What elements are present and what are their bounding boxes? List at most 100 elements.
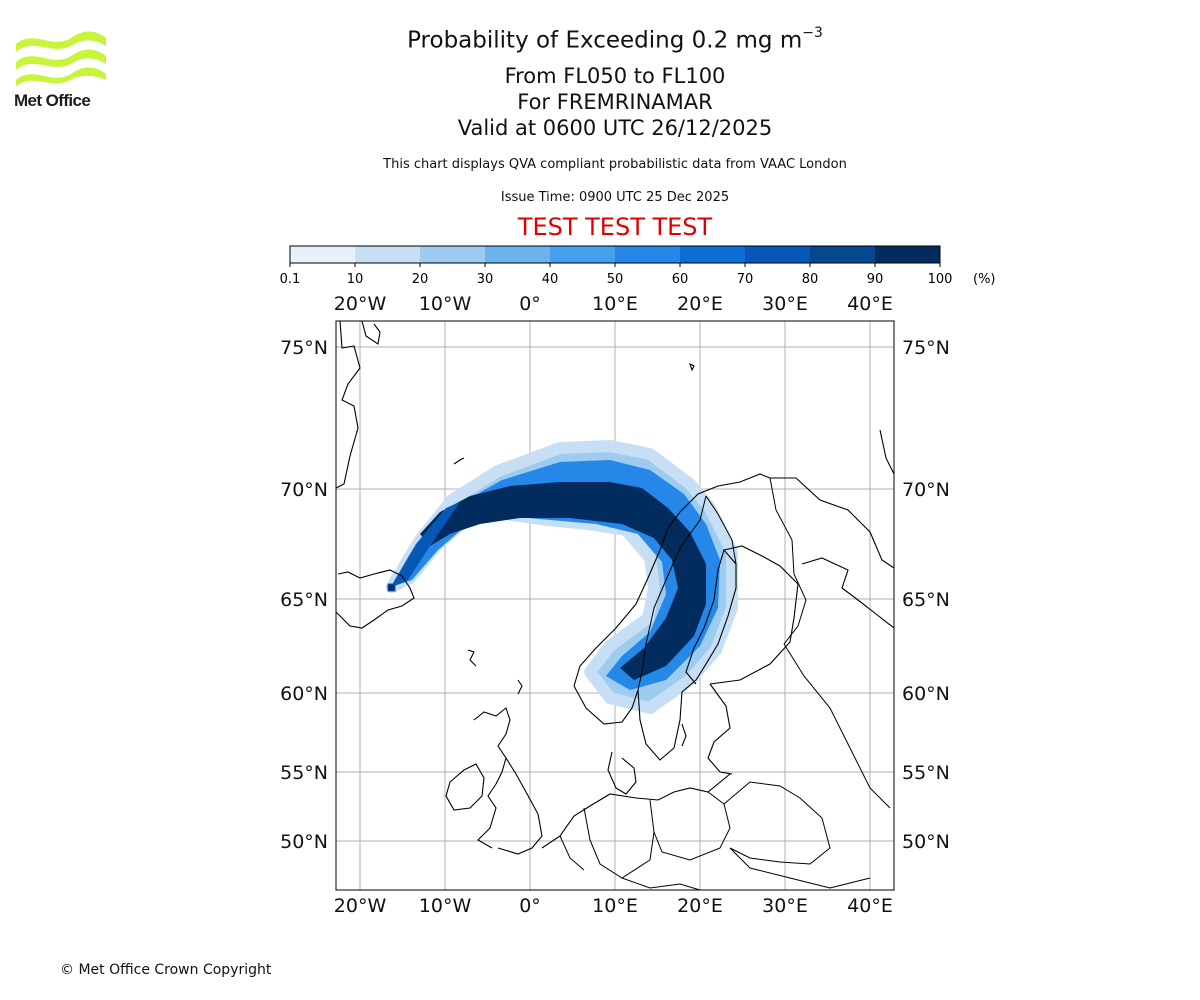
border-finland-russia — [769, 477, 807, 645]
coast-shetland — [517, 679, 523, 695]
coast-britain-west — [477, 783, 497, 849]
probability-map: 20°W 20°W 10°W 10°W 0° 0° 10°E 10°E 20°E 20°E 30°E… — [280, 293, 950, 917]
chart-title-exponent: −3 — [802, 25, 823, 41]
border-ukraine — [729, 847, 871, 889]
colorbar-tick-label: 30 — [477, 272, 494, 287]
lon-label-top: 40°E — [847, 293, 893, 315]
lon-label-bottom: 20°W — [334, 895, 387, 917]
colorbar-swatch-4 — [550, 246, 616, 263]
coast-greenland-north — [361, 321, 381, 345]
ash-plume — [386, 440, 738, 714]
colorbar-swatch-3 — [485, 246, 551, 263]
colorbar-tick-label: 40 — [542, 272, 559, 287]
coast-kola — [770, 477, 894, 569]
flight-levels: From FL050 to FL100 — [504, 64, 726, 88]
lon-label-bottom: 20°E — [677, 895, 723, 917]
colorbar-tick-label: 10 — [347, 272, 364, 287]
border-czechia — [621, 877, 701, 890]
border-norway-sweden — [637, 495, 707, 691]
test-banner: TEST TEST TEST — [517, 213, 713, 241]
lon-label-bottom: 10°E — [592, 895, 638, 917]
colorbar-tick-label: 50 — [607, 272, 624, 287]
colorbar-tick-label: 100 — [928, 272, 953, 287]
border-russia-west — [783, 643, 891, 809]
colorbar-swatch-7 — [745, 246, 811, 263]
country-borders — [559, 477, 891, 890]
lat-label-left: 50°N — [280, 831, 328, 853]
copyright: © Met Office Crown Copyright — [60, 962, 272, 978]
lon-label-top: 30°E — [762, 293, 808, 315]
met-office-logo-icon — [16, 31, 106, 86]
colorbar-swatch-8 — [810, 246, 876, 263]
colorbar-swatch-9 — [875, 246, 941, 263]
lon-label-top: 20°W — [334, 293, 387, 315]
plume-source-marker — [387, 583, 396, 592]
coast-novaya-zemlya — [879, 429, 894, 475]
coast-britain-east — [497, 757, 543, 855]
plume-source-tail — [390, 502, 460, 588]
coast-iceland — [336, 569, 415, 629]
map-axis-labels: 20°W 20°W 10°W 10°W 0° 0° 10°E 10°E 20°E 20°E 30°E… — [280, 293, 950, 917]
coast-sweden — [637, 663, 707, 761]
coast-norway — [573, 473, 771, 687]
coast-greenland — [336, 321, 361, 489]
probability-colorbar: 0.1 10 20 30 40 50 60 70 80 90 100 (%) — [280, 245, 996, 287]
region-label: For FREMRINAMAR — [517, 90, 713, 114]
lat-label-left: 60°N — [280, 683, 328, 705]
chart-description: This chart displays QVA compliant probab… — [383, 157, 847, 172]
lat-label-right: 50°N — [902, 831, 950, 853]
valid-time: Valid at 0600 UTC 26/12/2025 — [457, 116, 773, 140]
colorbar-tick-label: 0.1 — [280, 272, 300, 287]
chart-title-text: Probability of Exceeding 0.2 mg m — [407, 27, 803, 54]
lon-label-top: 10°W — [419, 293, 472, 315]
colorbar-swatch-6 — [680, 246, 746, 263]
border-poland — [649, 791, 731, 861]
map-frame — [335, 320, 895, 891]
coast-baltic-states — [707, 683, 733, 775]
coast-gulf-bothnia — [685, 548, 737, 685]
lon-label-bottom: 30°E — [762, 895, 808, 917]
lat-label-left: 55°N — [280, 762, 328, 784]
colorbar-tick-label: 70 — [737, 272, 754, 287]
colorbar-swatch-1 — [355, 246, 421, 263]
lon-label-bottom: 0° — [519, 895, 541, 917]
lat-label-right: 60°N — [902, 683, 950, 705]
coastlines — [336, 321, 894, 855]
coast-white-sea — [801, 557, 894, 629]
border-benelux — [559, 835, 585, 871]
met-office-wordmark: Met Office — [14, 91, 91, 110]
lat-label-left: 65°N — [280, 589, 328, 611]
colorbar-unit: (%) — [973, 272, 996, 287]
coast-norway-south — [573, 685, 639, 725]
border-germany — [583, 807, 655, 879]
lon-label-top: 0° — [519, 293, 541, 315]
lat-label-right: 65°N — [902, 589, 950, 611]
coast-jan-mayen — [453, 457, 465, 465]
lat-label-right: 70°N — [902, 479, 950, 501]
colorbar-tick-label: 80 — [802, 272, 819, 287]
coast-europe-north — [541, 773, 731, 849]
border-finland-sweden — [705, 495, 737, 565]
lon-label-top: 10°E — [592, 293, 638, 315]
chart-title: Probability of Exceeding 0.2 mg m−3 — [300, 25, 930, 54]
lat-label-right: 55°N — [902, 762, 950, 784]
lon-label-top: 20°E — [677, 293, 723, 315]
coast-finland — [709, 545, 799, 685]
coast-gotland — [681, 723, 687, 747]
colorbar-swatch-0 — [290, 246, 356, 263]
coast-ireland — [445, 763, 485, 811]
coast-bear-island — [689, 362, 695, 372]
coast-denmark — [607, 751, 637, 795]
issue-time: Issue Time: 0900 UTC 25 Dec 2025 — [500, 190, 730, 205]
lat-label-left: 75°N — [280, 337, 328, 359]
colorbar-swatch-5 — [615, 246, 681, 263]
coast-faroes — [467, 649, 477, 667]
lat-label-right: 75°N — [902, 337, 950, 359]
colorbar-tick-label: 60 — [672, 272, 689, 287]
lon-label-bottom: 10°W — [419, 895, 472, 917]
coast-scotland — [473, 707, 511, 785]
colorbar-tick-label: 20 — [412, 272, 429, 287]
lon-label-bottom: 40°E — [847, 895, 893, 917]
lat-label-left: 70°N — [280, 479, 328, 501]
colorbar-swatch-2 — [420, 246, 486, 263]
